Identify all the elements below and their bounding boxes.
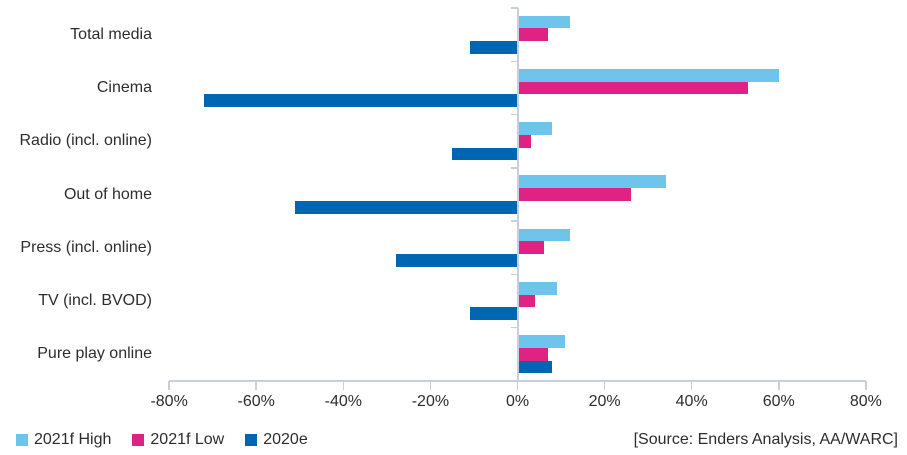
bar bbox=[517, 81, 749, 95]
zero-axis-tick bbox=[510, 60, 518, 63]
category-label: Pure play online bbox=[37, 345, 152, 363]
x-axis-tick bbox=[690, 381, 693, 390]
x-axis-tick bbox=[342, 381, 345, 390]
x-axis-tick bbox=[778, 381, 780, 390]
category-label: Cinema bbox=[96, 78, 152, 96]
legend-label: 2021f High bbox=[34, 431, 112, 448]
x-tick-label: 60% bbox=[762, 393, 795, 410]
legend: 2021f High 2021f Low 2020e bbox=[16, 429, 308, 451]
x-tick-label: -20% bbox=[411, 393, 450, 410]
category-label: Radio (incl. online) bbox=[19, 132, 152, 150]
x-tick-label: 20% bbox=[588, 393, 621, 410]
bar bbox=[517, 282, 557, 295]
zero-axis-tick bbox=[510, 273, 518, 276]
legend-swatch bbox=[132, 434, 145, 446]
bar bbox=[517, 294, 535, 308]
zero-axis-tick bbox=[510, 326, 518, 329]
x-axis-tick bbox=[516, 381, 519, 390]
legend-item: 2021f High bbox=[16, 431, 111, 449]
category-label: Out of home bbox=[63, 185, 152, 203]
zero-axis-tick bbox=[510, 220, 518, 222]
bar bbox=[517, 15, 570, 29]
zero-axis-tick bbox=[510, 167, 518, 169]
bar bbox=[517, 28, 548, 41]
legend-label: 2021f Low bbox=[150, 431, 225, 448]
x-axis-tick bbox=[168, 381, 170, 390]
legend-item: 2020e bbox=[245, 431, 308, 449]
bar bbox=[469, 307, 518, 321]
category-label: Press (incl. online) bbox=[20, 238, 152, 256]
bar bbox=[517, 241, 544, 255]
zero-axis-line bbox=[516, 8, 519, 381]
category-label: TV (incl. BVOD) bbox=[38, 292, 152, 310]
source-note: [Source: Enders Analysis, AA/WARC] bbox=[633, 431, 898, 448]
bar bbox=[517, 188, 631, 201]
bar bbox=[203, 94, 518, 107]
x-tick-label: -80% bbox=[150, 393, 188, 410]
bar bbox=[517, 68, 779, 82]
bar bbox=[395, 254, 518, 267]
x-tick-label: 40% bbox=[675, 393, 708, 410]
bar bbox=[295, 200, 518, 214]
zero-axis-tick bbox=[510, 7, 518, 9]
category-label: Total media bbox=[70, 25, 152, 43]
legend-label: 2020e bbox=[263, 431, 308, 448]
bar bbox=[517, 228, 570, 242]
bar bbox=[517, 335, 566, 348]
x-axis-tick bbox=[865, 381, 867, 390]
x-tick-label: 0% bbox=[505, 393, 530, 410]
bar bbox=[517, 122, 553, 135]
bar bbox=[517, 175, 666, 189]
legend-swatch bbox=[245, 434, 258, 446]
bar bbox=[517, 348, 548, 361]
bar bbox=[517, 360, 553, 374]
x-axis-tick bbox=[603, 381, 606, 390]
x-tick-label: 80% bbox=[849, 393, 882, 410]
zero-axis-tick bbox=[510, 113, 518, 116]
legend-swatch bbox=[16, 434, 28, 446]
legend-item: 2021f Low bbox=[132, 431, 224, 449]
x-tick-label: -60% bbox=[237, 393, 275, 410]
x-tick-label: -40% bbox=[324, 393, 362, 410]
bar bbox=[517, 134, 531, 148]
x-axis-tick bbox=[429, 381, 432, 390]
bar bbox=[469, 40, 518, 54]
bar bbox=[452, 147, 518, 161]
x-axis-tick bbox=[255, 381, 257, 390]
